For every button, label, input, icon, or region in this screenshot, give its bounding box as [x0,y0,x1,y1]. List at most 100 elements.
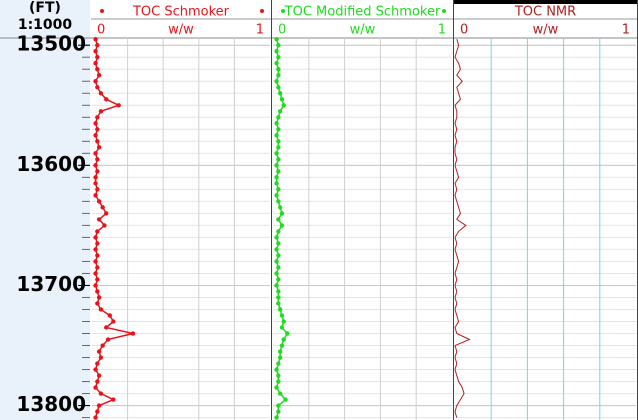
log-point [98,307,104,312]
log-point [96,145,102,150]
log-point [111,319,116,324]
log-point [274,175,279,180]
log-point [276,277,281,282]
log-point [95,265,100,270]
log-point [276,139,281,144]
log-point [102,223,107,228]
log-point [95,277,100,282]
log-point [104,97,109,102]
log-point [276,43,281,48]
log-point [276,241,281,246]
log-point [93,151,98,156]
log-point [274,181,279,186]
legend-marker [442,9,446,13]
log-point [276,127,281,132]
log-point [276,199,281,204]
log-point [276,379,281,384]
log-point [276,157,281,162]
log-point [276,301,281,306]
x-tick-label: 0 [97,23,105,38]
log-point [93,181,98,186]
log-point [276,295,281,300]
log-point [274,61,279,66]
log-point [100,205,105,210]
track-title: TOC NMR [514,5,576,20]
log-point [95,379,100,384]
log-point [104,325,109,330]
x-tick-label: 0 [460,23,468,38]
log-point [95,229,100,234]
log-point [93,163,98,168]
log-point [95,253,100,258]
log-point [93,367,98,372]
log-point [93,247,98,252]
log-point [95,289,100,294]
depth-scale: 1:1000 [18,17,73,33]
log-point [130,331,136,336]
log-point [98,91,104,96]
log-point [104,211,109,216]
log-point [277,109,283,114]
log-point [96,373,102,378]
log-point [95,187,100,192]
depth-tick-label: 13500 [16,32,86,56]
x-tick-label: 1 [438,23,446,38]
log-point [95,139,100,144]
log-point [96,295,102,300]
log-point [277,355,283,360]
log-point [276,265,281,270]
log-point [281,103,286,108]
log-point [276,187,281,192]
log-point [274,415,279,420]
log-point [93,283,98,288]
log-point [279,313,285,318]
log-point [107,313,113,318]
log-point [274,283,279,288]
log-point [276,73,281,78]
log-point [93,49,98,54]
log-point [279,223,285,228]
log-point [281,319,286,324]
log-point [274,49,279,54]
log-point [274,259,279,264]
log-point [95,127,100,132]
depth-title: (FT) [29,0,61,16]
log-point [111,397,116,402]
x-tick-label: 1 [622,23,630,38]
depth-track-bg [0,0,90,420]
legend-marker [281,9,285,13]
log-point [276,229,281,234]
log-point [93,235,98,240]
log-point [274,121,279,126]
log-point [93,271,98,276]
log-point [274,151,279,156]
x-label: w/w [350,23,376,38]
log-point [274,79,279,84]
log-point [274,247,279,252]
log-point [276,409,281,414]
log-point [281,337,286,342]
depth-tick-label: 13600 [16,152,86,176]
log-point [96,217,102,222]
log-point [105,337,111,342]
log-point [276,169,281,174]
log-point [274,133,279,138]
log-point [95,115,100,120]
depth-tick-label: 13800 [16,392,86,416]
log-point [93,133,98,138]
log-point [276,67,281,72]
log-point [95,67,100,72]
log-point [276,361,281,366]
x-label: w/w [533,23,559,38]
log-curve [275,38,289,418]
log-point [93,121,98,126]
log-point [274,385,279,390]
log-point [96,199,102,204]
log-point [276,145,281,150]
log-point [95,85,100,90]
log-point [277,205,283,210]
log-point [276,373,281,378]
log-point [93,259,98,264]
x-label: w/w [168,23,194,38]
log-point [98,391,104,396]
